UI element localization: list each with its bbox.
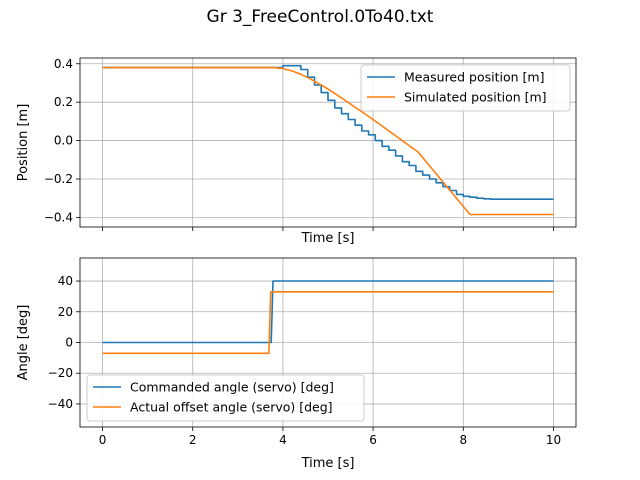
y-tick-label: −0.4 xyxy=(44,210,73,224)
legend: Commanded angle (servo) [deg] Actual offs… xyxy=(86,374,365,422)
legend: Measured position [m] Simulated position … xyxy=(360,64,571,112)
x-tick-label: 0 xyxy=(99,433,107,447)
legend-label-1: Commanded angle (servo) [deg] xyxy=(130,380,334,395)
legend-label-2: Simulated position [m] xyxy=(404,90,547,105)
series-line-1 xyxy=(102,280,554,344)
y-tick-label: 20 xyxy=(58,305,73,319)
series-line-2 xyxy=(102,66,554,216)
y-tick-label: 0 xyxy=(65,336,73,350)
subplot-2: 0 2 4 6 8 10 −40 −20 0 20 40 Time [s] Angle [deg] Com… xyxy=(16,257,577,471)
y-tick-label: 0.2 xyxy=(54,95,73,109)
y-tick-label: −20 xyxy=(48,366,73,380)
legend-box xyxy=(86,374,365,422)
x-tick-label: 2 xyxy=(189,433,197,447)
y-axis-label: Position [m] xyxy=(16,104,31,182)
x-axis-label: Time [s] xyxy=(301,456,355,471)
legend-label-1: Measured position [m] xyxy=(404,70,544,85)
x-tick-label: 4 xyxy=(279,433,287,447)
y-tick-label: −40 xyxy=(48,397,73,411)
y-axis-label: Angle [deg] xyxy=(16,305,31,381)
series-line-2 xyxy=(102,290,554,355)
series-line-1 xyxy=(102,64,554,200)
y-tick-label: 0.0 xyxy=(54,134,73,148)
legend-box xyxy=(360,64,571,112)
x-tick-label: 8 xyxy=(459,433,467,447)
axes-frame xyxy=(79,57,577,228)
x-axis-label: Time [s] xyxy=(301,231,355,246)
x-tick-label: 6 xyxy=(369,433,377,447)
legend-label-2: Actual offset angle (servo) [deg] xyxy=(130,400,333,415)
x-tick-label: 10 xyxy=(546,433,561,447)
subplot-1: −0.4 −0.2 0.0 0.2 0.4 Time [s] Position [m] Mea… xyxy=(16,57,577,246)
y-tick-label: −0.2 xyxy=(44,172,73,186)
figure-title: Gr 3_FreeControl.0To40.txt xyxy=(206,7,434,27)
y-tick-label: 0.4 xyxy=(54,57,73,71)
y-tick-label: 40 xyxy=(58,274,73,288)
